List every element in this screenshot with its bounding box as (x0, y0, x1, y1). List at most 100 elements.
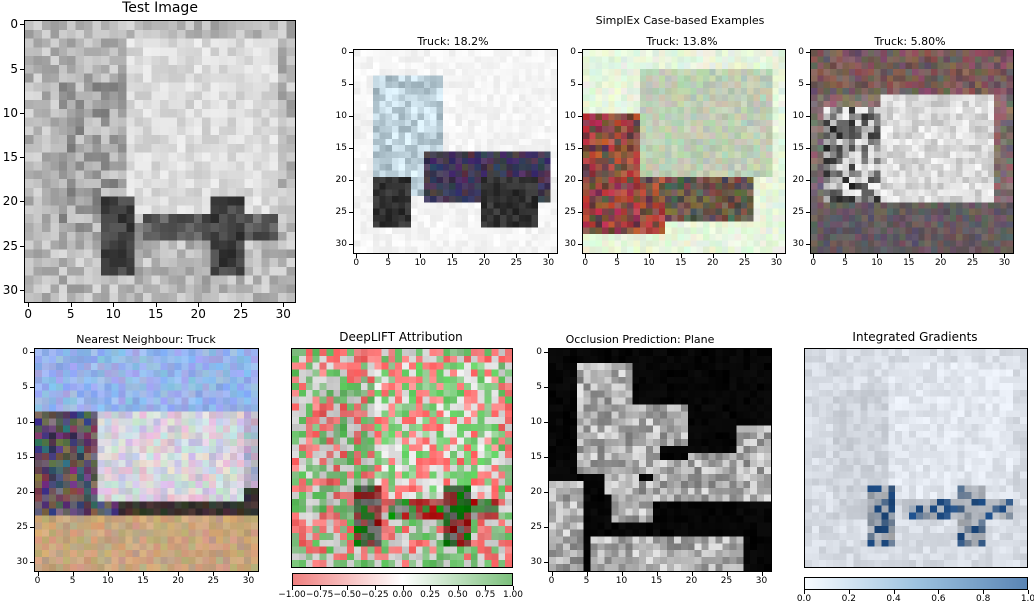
y-tick-label: 20 (792, 175, 804, 186)
x-tick-label: 30 (275, 307, 291, 321)
y-tick-mark (20, 68, 24, 70)
y-tick-mark (349, 52, 353, 54)
colorbar-tick-label: −0.75 (305, 590, 334, 600)
y-tick-label: 25 (530, 521, 542, 532)
x-tick-label: 0 (582, 258, 589, 268)
y-tick-label: 15 (564, 143, 576, 154)
test-image (24, 20, 296, 303)
y-tick-label: 10 (335, 111, 347, 122)
example1-title: Truck: 18.2% (417, 35, 489, 48)
y-tick-label: 30 (2, 282, 18, 297)
colorbar-tick-mark (374, 586, 376, 590)
colorbar-tick-label: 0.8 (976, 594, 991, 604)
y-tick-mark (578, 148, 582, 150)
x-tick-label: 0 (24, 307, 33, 321)
x-tick-mark (213, 572, 215, 576)
x-tick-label: 0 (548, 576, 555, 586)
x-tick-mark (621, 572, 623, 576)
colorbar-tick-mark (430, 586, 432, 590)
x-tick-mark (107, 572, 109, 576)
y-tick-mark (806, 244, 810, 246)
colorbar-tick-mark (485, 586, 487, 590)
y-tick-mark (30, 491, 34, 493)
x-tick-mark (744, 254, 746, 258)
y-tick-label: 10 (530, 416, 542, 427)
x-tick-mark (37, 572, 39, 576)
y-tick-label: 15 (530, 451, 542, 462)
colorbar-tick-label: 1.0 (1020, 594, 1034, 604)
y-tick-label: 30 (16, 556, 28, 567)
x-tick-label: 20 (706, 258, 719, 268)
y-tick-mark (20, 245, 24, 247)
x-tick-mark (680, 254, 682, 258)
y-tick-mark (349, 244, 353, 246)
y-tick-mark (806, 180, 810, 182)
x-tick-mark (586, 572, 588, 576)
y-tick-mark (30, 561, 34, 563)
x-tick-mark (420, 254, 422, 258)
x-tick-label: 30 (998, 258, 1011, 268)
x-tick-mark (691, 572, 693, 576)
x-tick-label: 30 (770, 258, 783, 268)
x-tick-label: 30 (242, 576, 255, 586)
colorbar-tick-label: 0.2 (841, 594, 856, 604)
x-tick-label: 0 (353, 258, 360, 268)
y-tick-mark (30, 421, 34, 423)
y-tick-label: 25 (16, 521, 28, 532)
integrated-title: Integrated Gradients (852, 330, 978, 344)
test-image-title: Test Image (122, 0, 198, 16)
y-tick-mark (544, 351, 548, 353)
y-tick-mark (349, 84, 353, 86)
x-tick-label: 15 (675, 258, 687, 268)
y-tick-label: 5 (10, 61, 18, 76)
colorbar-tick-label: 1.00 (502, 590, 524, 600)
colorbar-tick-mark (848, 590, 850, 594)
colorbar-tick-label: 0.50 (447, 590, 468, 600)
x-tick-label: 10 (105, 307, 121, 321)
occlusion-title: Occlusion Prediction: Plane (565, 333, 715, 346)
colorbar-tick-mark (513, 586, 514, 590)
x-tick-label: 20 (172, 576, 184, 586)
x-tick-mark (240, 303, 242, 307)
example2-image (582, 49, 786, 254)
y-tick-mark (544, 386, 548, 388)
y-tick-label: 10 (564, 111, 576, 122)
x-tick-mark (1004, 254, 1006, 258)
y-tick-label: 20 (564, 175, 576, 186)
x-tick-mark (155, 303, 157, 307)
colorbar-tick-label: −0.50 (333, 590, 362, 600)
x-tick-label: 5 (66, 307, 75, 321)
y-tick-label: 0 (10, 17, 18, 32)
y-tick-label: 5 (341, 79, 347, 90)
x-tick-label: 5 (842, 258, 848, 268)
x-tick-label: 20 (685, 576, 698, 586)
colorbar-tick-mark (292, 586, 293, 590)
y-tick-mark (544, 421, 548, 423)
example3-image (810, 49, 1014, 254)
x-tick-mark (585, 254, 587, 258)
y-tick-label: 20 (335, 175, 347, 186)
x-tick-label: 5 (385, 258, 392, 268)
y-tick-label: 15 (16, 451, 28, 462)
x-tick-label: 25 (738, 258, 751, 268)
x-tick-mark (972, 254, 974, 258)
y-tick-mark (349, 180, 353, 182)
colorbar-tick-label: 0.0 (796, 594, 812, 604)
y-tick-label: 0 (22, 346, 28, 357)
x-tick-mark (813, 254, 815, 258)
y-tick-mark (20, 289, 24, 291)
colorbar-tick-mark (402, 586, 404, 590)
y-tick-label: 30 (792, 239, 804, 250)
y-tick-mark (30, 351, 34, 353)
y-tick-mark (544, 491, 548, 493)
x-tick-mark (178, 572, 180, 576)
x-tick-label: 0 (810, 258, 817, 268)
deeplift-title: DeepLIFT Attribution (339, 330, 463, 344)
x-tick-mark (548, 254, 550, 258)
x-tick-mark (70, 303, 72, 307)
x-tick-label: 0 (34, 576, 41, 586)
y-tick-mark (30, 386, 34, 388)
x-tick-label: 15 (650, 576, 663, 586)
x-tick-label: 25 (207, 576, 220, 586)
y-tick-mark (578, 244, 582, 246)
